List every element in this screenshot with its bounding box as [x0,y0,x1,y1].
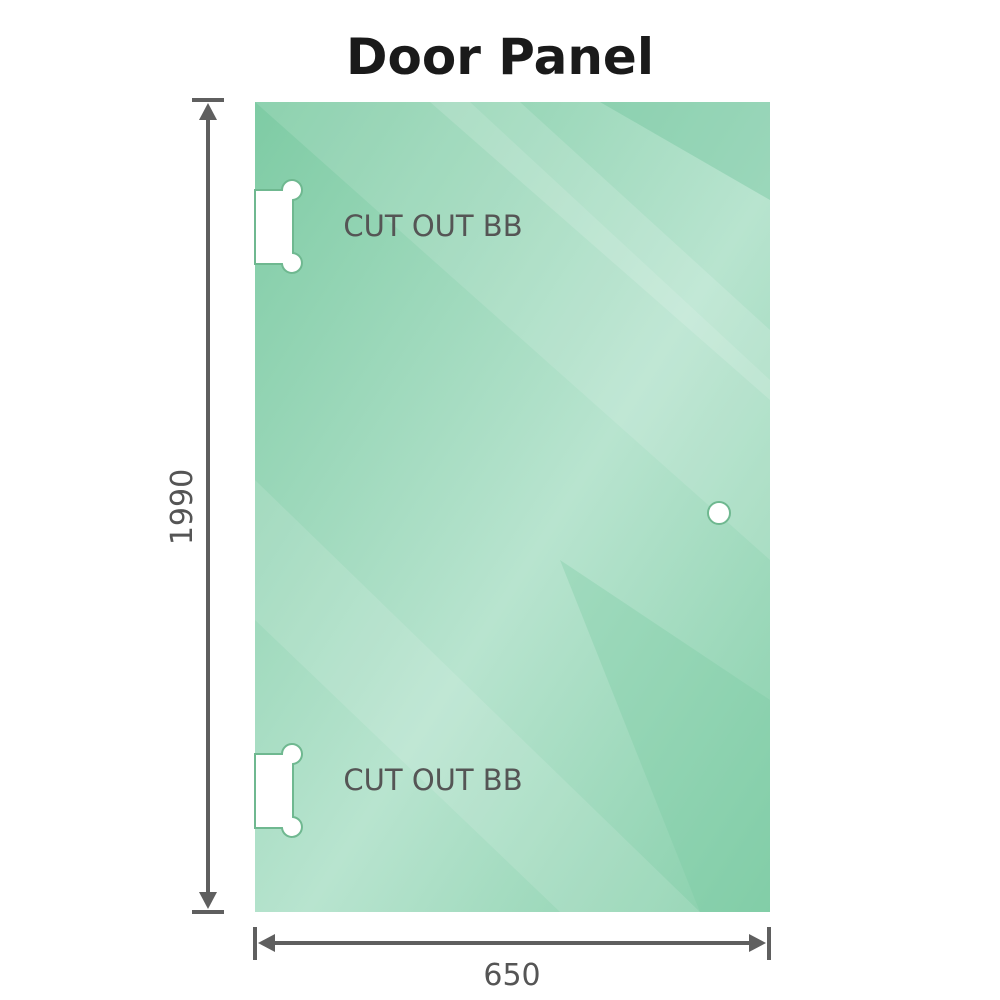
height-label: 1990 [165,469,200,545]
width-dimension-line [253,927,771,960]
cutout-top-label: CUT OUT BB [343,209,522,243]
width-label: 650 [483,958,540,993]
diagram-title: Door Panel [346,28,654,86]
height-dimension-line [192,98,224,914]
cutout-top [254,179,303,274]
cutout-bottom [254,743,303,838]
cutout-bottom-label: CUT OUT BB [343,763,522,797]
glass-panel [255,102,770,912]
handle-hole [707,501,731,525]
